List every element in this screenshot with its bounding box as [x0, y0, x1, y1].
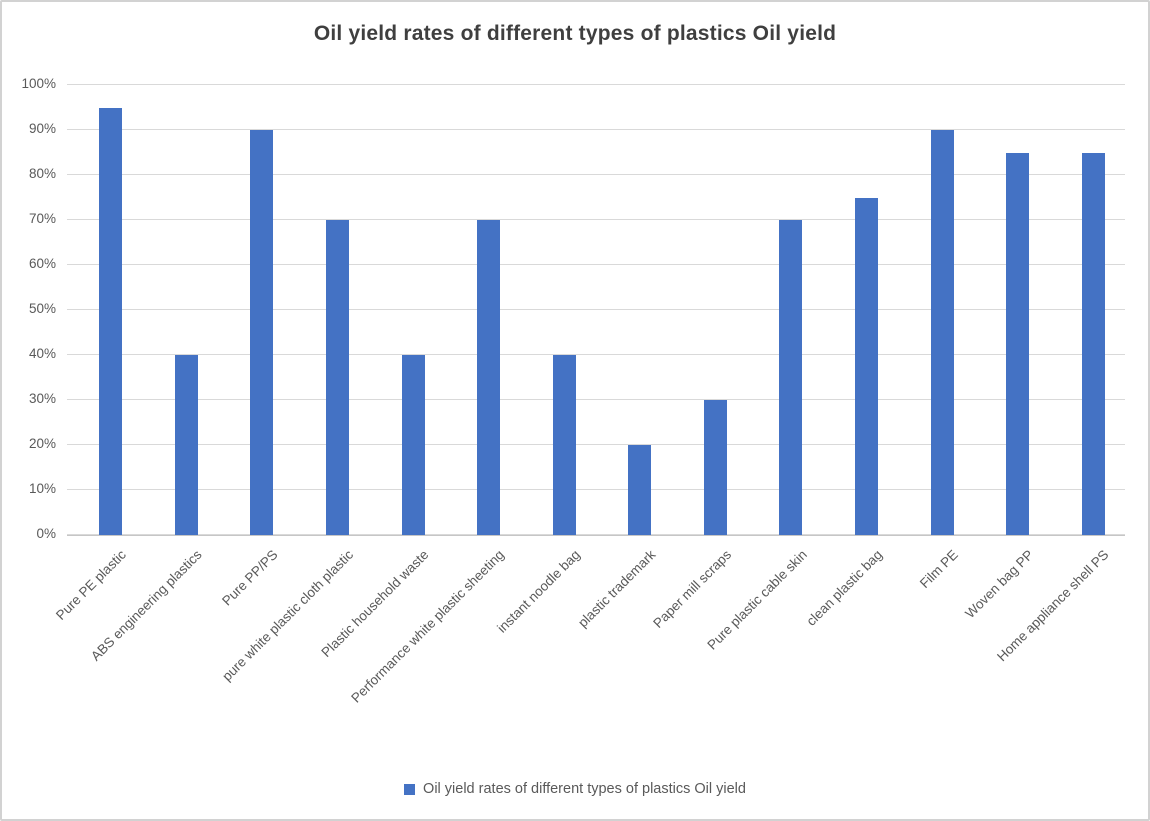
bar-8	[628, 445, 652, 535]
legend-swatch-icon	[404, 783, 416, 795]
x-axis-category-label: Film PE	[916, 547, 961, 592]
y-axis-tick-label: 90%	[28, 121, 56, 136]
x-axis-category-label: plastic trademark	[575, 547, 659, 631]
y-axis-tick-label: 60%	[28, 256, 56, 271]
bar-13	[1006, 152, 1030, 535]
y-axis-tick-label: 50%	[28, 301, 56, 316]
chart-title: Oil yield rates of different types of pl…	[313, 22, 837, 45]
y-axis-tick-label: 20%	[28, 436, 56, 451]
bar-2	[174, 355, 198, 535]
x-axis-category-label: Performance white plastic sheeting	[348, 547, 508, 706]
gridline	[67, 309, 1125, 310]
plot-area	[67, 84, 1125, 536]
gridline	[67, 84, 1125, 85]
y-axis-tick-label: 70%	[28, 211, 56, 226]
bar-10	[779, 220, 803, 535]
bar-11	[855, 197, 878, 535]
x-axis-category-label: clean plastic bag	[803, 547, 886, 629]
bar-4	[326, 220, 349, 535]
gridline	[67, 354, 1125, 355]
legend: Oil yield rates of different types of pl…	[2, 781, 1148, 797]
y-axis-tick-label: 100%	[21, 76, 56, 91]
gridline	[67, 489, 1125, 490]
x-axis-category-label: Pure PP/PS	[218, 547, 281, 609]
x-axis-category-label: Woven bag PP	[962, 547, 1037, 622]
bar-9	[703, 400, 727, 535]
bar-3	[250, 130, 274, 535]
y-axis-tick-label: 30%	[28, 391, 56, 406]
gridline	[67, 444, 1125, 445]
gridline	[67, 129, 1125, 130]
x-axis-category-label: Pure PE plastic	[53, 547, 130, 623]
y-axis-tick-label: 80%	[28, 166, 56, 181]
gridline	[67, 219, 1125, 220]
x-axis-category-label: Paper mill scraps	[650, 547, 734, 631]
x-axis-labels: Pure PE plastic ABS engineering plastics P…	[54, 547, 1125, 747]
gridline	[67, 174, 1125, 175]
bar-7	[552, 355, 576, 535]
x-axis-category-label: instant noodle bag	[494, 547, 583, 636]
bar-1	[99, 107, 123, 535]
bar-6	[477, 220, 501, 535]
y-axis-tick-label: 40%	[28, 346, 56, 361]
y-axis-tick-label: 10%	[28, 481, 56, 496]
gridline	[67, 264, 1125, 265]
y-axis-tick-label: 0%	[36, 526, 56, 541]
x-axis-line	[67, 534, 1125, 536]
x-axis-category-label: pure white plastic cloth plastic	[219, 547, 357, 684]
bar-12	[930, 130, 954, 535]
bar-5	[401, 355, 425, 535]
bar-14	[1081, 152, 1105, 535]
gridline	[67, 399, 1125, 400]
gridline	[67, 534, 1125, 535]
legend-label: Oil yield rates of different types of pl…	[423, 781, 746, 797]
